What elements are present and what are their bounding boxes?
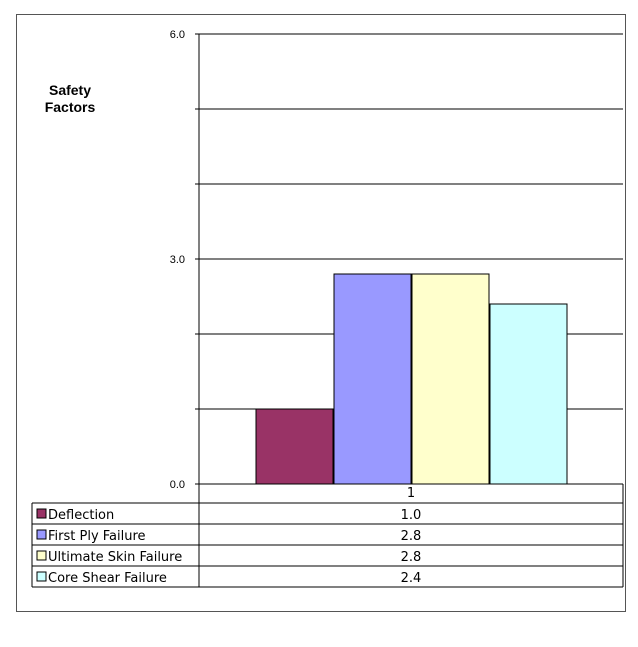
legend-swatch <box>36 508 47 519</box>
legend-swatch <box>36 571 47 582</box>
bar-ultimate-skin-failure <box>411 273 490 485</box>
bar-deflection <box>255 408 334 485</box>
bar-first-ply-failure <box>333 273 412 485</box>
data-label: 1.0 <box>401 508 422 523</box>
axes: 0.0 3.0 6.0 <box>170 29 623 491</box>
y-tick-label: 0.0 <box>170 479 185 491</box>
bars <box>255 273 568 485</box>
legend-swatch <box>36 529 47 540</box>
legend-label: Deflection <box>48 508 114 523</box>
bar-core-shear-failure <box>489 303 568 485</box>
data-label: 2.8 <box>401 550 422 565</box>
category-label: 1 <box>407 486 415 501</box>
y-tick-label: 6.0 <box>170 29 185 41</box>
data-table: 1 Deflection 1.0 First Ply Failure 2.8 Ultima… <box>31 484 624 588</box>
data-label: 2.4 <box>401 571 422 586</box>
data-label: 2.8 <box>401 529 422 544</box>
y-tick-label: 3.0 <box>170 254 185 266</box>
legend-label: First Ply Failure <box>48 529 146 544</box>
y-axis-label: Safety Factors <box>44 82 96 115</box>
legend-swatch <box>36 550 47 561</box>
legend-label: Core Shear Failure <box>48 571 167 586</box>
legend-label: Ultimate Skin Failure <box>48 550 182 565</box>
